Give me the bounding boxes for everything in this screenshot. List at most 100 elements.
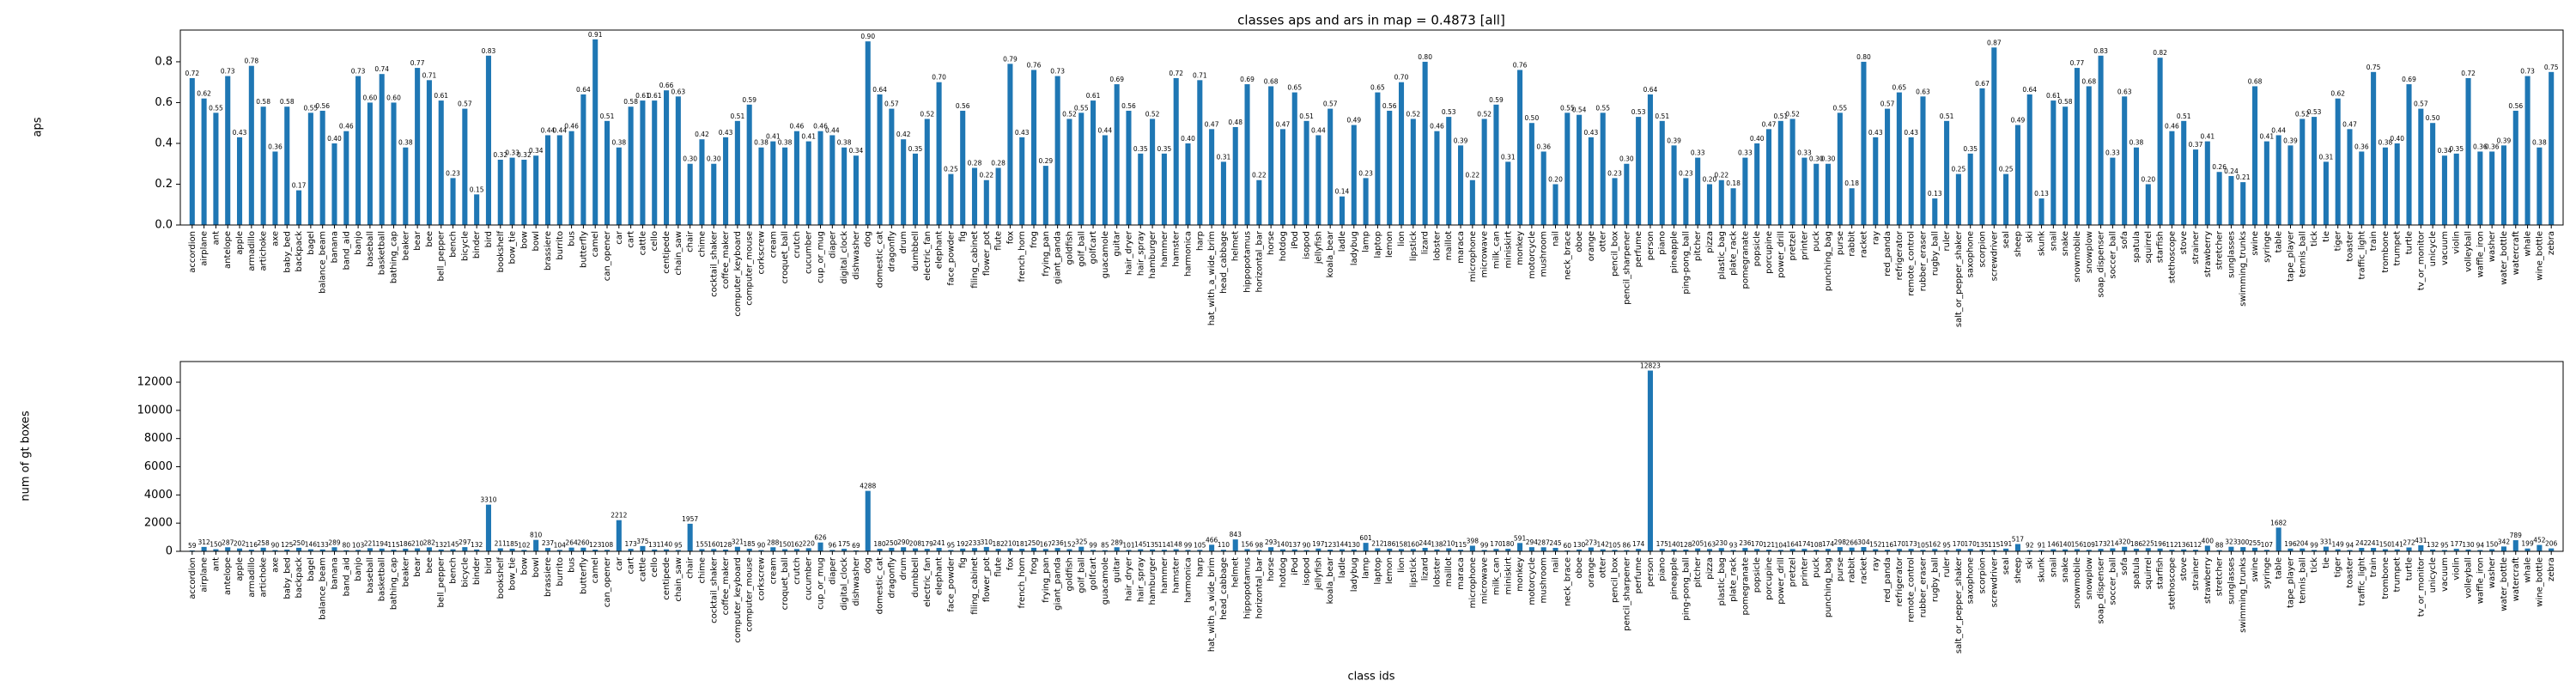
value-label: 0.47 [1205,120,1219,128]
value-label: 0.43 [233,129,247,137]
bar [521,159,527,225]
value-label: 0.60 [386,94,401,101]
x-tick-label: tick [2310,557,2319,573]
value-label: 85 [1101,542,1109,550]
x-tick-label: refrigerator [1895,230,1905,280]
bar [746,104,752,225]
x-tick-label: axe [270,557,280,573]
bar [1303,550,1309,551]
value-label: 0.40 [1750,135,1765,143]
value-label: 0.46 [564,123,579,131]
bar [1861,547,1867,551]
bar [1789,549,1795,551]
value-label: 99 [1184,541,1193,549]
bar [556,550,562,551]
bar [1577,549,1583,551]
x-tick-label: hamburger [1148,230,1157,278]
x-tick-label: jellyfish [1314,557,1323,591]
x-tick-label: golf_ball [1077,557,1086,593]
value-label: 0.70 [1394,74,1409,82]
x-tick-label: pomegranate [1741,557,1750,616]
x-tick-label: pitcher [1693,556,1703,587]
x-tick-label: person [1646,557,1656,587]
value-label: 236 [1051,539,1064,547]
value-label: 0.40 [327,135,342,143]
bar [379,548,385,551]
bar [307,112,313,225]
value-label: 0.54 [1572,106,1587,114]
x-tick-label: lion [1397,231,1406,246]
bar [829,550,835,551]
x-tick-label: stethoscope [2167,231,2177,283]
x-tick-label: hamster [1172,556,1182,593]
x-tick-label: cello [650,231,659,251]
bar [2252,86,2258,225]
value-label: 287 [1538,538,1551,546]
x-tick-label: ski [2026,557,2035,569]
bar [248,550,254,551]
bar [2371,71,2377,225]
bar [1493,549,1499,551]
x-tick-label: snowmobile [2073,557,2082,609]
bar [2204,545,2210,551]
bar [2263,550,2269,551]
x-tick-label: goldfish [1065,557,1074,591]
bar [2335,98,2341,226]
bar [711,163,717,225]
x-tick-label: burrito [556,231,565,260]
value-label: 95 [674,541,683,549]
value-label: 0.44 [2271,126,2286,134]
value-label: 140 [1277,541,1290,549]
x-tick-label: crutch [793,557,802,585]
bar [1375,92,1381,225]
value-label: 80 [343,542,351,550]
value-label: 173 [2094,540,2107,548]
bar [1540,151,1546,225]
value-label: 1682 [2270,519,2287,526]
x-tick-label: tape_player [2286,230,2295,282]
x-tick-label: ray [1871,557,1880,571]
x-tick-label: head_cabbage [1219,557,1229,620]
value-label: 225 [2142,539,2155,547]
value-label: 0.52 [1145,110,1160,118]
x-tick-label: accordion [188,557,197,599]
bar [1387,110,1393,225]
x-tick-label: camel [591,231,600,257]
bar [1102,135,1108,225]
x-tick-label: motorcycle [1528,231,1537,279]
value-label: 0.29 [1038,157,1053,165]
bar [272,550,278,551]
bar [2406,84,2412,226]
x-tick-label: purse [1836,557,1845,581]
bar [1481,550,1487,551]
x-tick-label: unicycle [2428,231,2438,266]
bar [2074,549,2080,551]
x-tick-label: syringe [2263,557,2272,589]
bar [260,106,266,225]
value-label: 0.80 [1418,53,1432,61]
x-tick-label: snail [2049,231,2058,251]
x-tick-label: flower_pot [982,231,992,276]
bar [580,94,586,225]
value-label: 0.39 [1667,137,1681,144]
x-tick-label: golfcart [1089,231,1098,264]
x-tick-label: screwdriver [1990,230,1999,281]
bar [2477,151,2483,225]
bar [2122,546,2128,551]
value-label: 0.56 [1121,102,1136,110]
value-label: 0.43 [719,129,733,137]
bar [1944,550,1950,551]
x-tick-label: chair [686,556,696,579]
x-tick-label: tennis_ball [2298,231,2307,277]
x-tick-label: cattle [638,557,647,581]
value-label: 0.24 [2224,167,2239,175]
value-label: 0.62 [197,90,211,98]
x-tick-label: maillot [1444,231,1454,260]
bar [1054,548,1060,551]
value-label: 192 [957,540,969,548]
value-label: 0.31 [2319,153,2334,161]
x-tick-label: koala_bear [1326,230,1335,277]
bar [746,548,752,551]
bar [664,90,670,225]
x-tick-label: bicycle [460,557,470,587]
